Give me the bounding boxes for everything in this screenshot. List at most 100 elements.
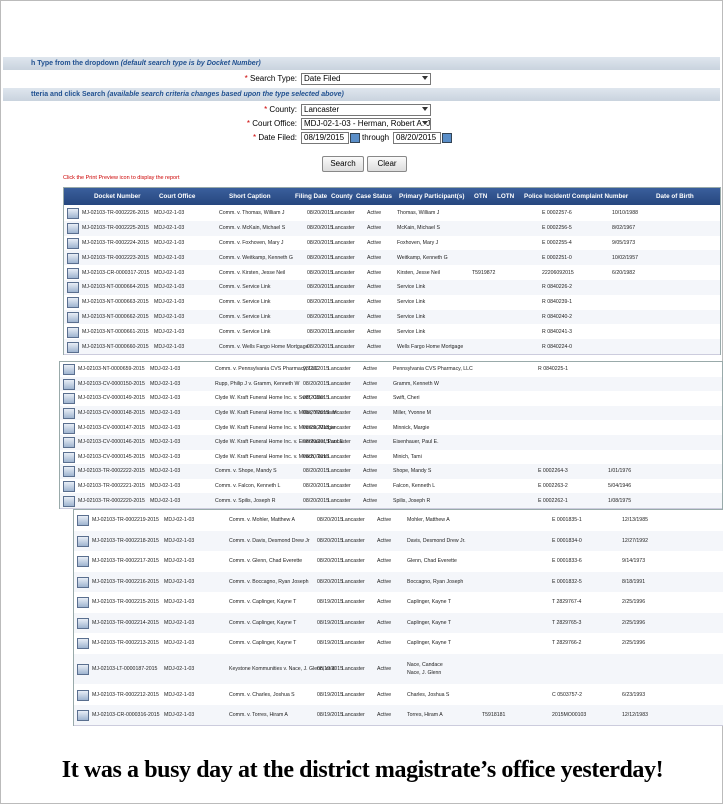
calendar-icon[interactable] — [350, 133, 360, 143]
date-from-input[interactable]: 08/19/2015 — [301, 132, 349, 144]
cell-status: Active — [377, 640, 392, 647]
county-select[interactable]: Lancaster — [301, 104, 431, 116]
print-preview-icon[interactable] — [77, 556, 89, 568]
cell-office: MDJ-02-1-03 — [164, 665, 195, 672]
cell-otn: T5918181 — [482, 712, 506, 718]
cell-participant: Miller, Yvonne M — [393, 410, 431, 417]
date-to-input[interactable]: 08/20/2015 — [393, 132, 441, 144]
print-preview-icon[interactable] — [63, 393, 75, 405]
print-preview-icon[interactable] — [67, 252, 79, 264]
field-label: * Search Type: — [177, 74, 297, 83]
cell-dob: 1/08/1975 — [608, 497, 632, 504]
section-band — [3, 57, 720, 70]
cell-complaint: 2015MO00103 — [552, 712, 587, 718]
cell-docket: MJ-02103-CV-0000147-2015 — [78, 424, 145, 431]
cell-date: 08/20/2015 — [307, 284, 333, 291]
cell-county: Lancaster — [328, 497, 351, 504]
cell-office: MDJ-02-1-03 — [154, 343, 185, 350]
print-preview-icon[interactable] — [67, 341, 79, 353]
search-type-select[interactable]: Date Filed — [301, 73, 431, 85]
cell-status: Active — [377, 517, 392, 524]
cell-county: Lancaster — [328, 410, 351, 417]
cell-caption: Comm. v. Service Link — [219, 328, 271, 335]
print-preview-icon[interactable] — [63, 364, 75, 376]
calendar-icon[interactable] — [442, 133, 452, 143]
print-preview-icon[interactable] — [63, 408, 75, 420]
cell-office: MDJ-02-1-03 — [154, 269, 185, 276]
table-row: MJ-02103-TR-0002224-2015 MDJ-02-1-03 Comm.… — [64, 235, 720, 252]
cell-complaint: C 0503757-2 — [552, 691, 582, 698]
print-preview-icon[interactable] — [63, 466, 75, 478]
table-row: MJ-02103-TR-0002223-2015 MDJ-02-1-03 Comm.… — [64, 250, 720, 267]
print-preview-icon[interactable] — [67, 267, 79, 279]
print-preview-icon[interactable] — [67, 208, 79, 220]
instruction-text: h Type from the dropdown — [31, 60, 119, 67]
cell-docket: MJ-02103-TR-0002212-2015 — [92, 691, 159, 698]
cell-date: 08/19/2015 — [317, 712, 343, 718]
cell-county: Lancaster — [332, 239, 355, 246]
print-preview-icon[interactable] — [67, 297, 79, 309]
cell-status: Active — [367, 225, 382, 232]
print-preview-icon[interactable] — [77, 576, 89, 588]
cell-docket: MJ-02103-TR-0002216-2015 — [92, 578, 159, 585]
cell-caption: Comm. v. Thomas, William J — [219, 210, 285, 217]
print-preview-icon[interactable] — [77, 597, 89, 609]
cell-date: 08/20/2015 — [303, 483, 329, 490]
column-header: Docket Number — [94, 193, 141, 200]
table-row: MJ-02103-NT-0000663-2015 MDJ-02-1-03 Comm.… — [64, 294, 720, 311]
cell-caption: Comm. v. Spilis, Joseph R — [215, 497, 276, 504]
column-header: County — [331, 193, 353, 200]
cell-date: 08/20/2015 — [307, 343, 333, 350]
cell-complaint: E 0002256-5 — [542, 225, 572, 232]
cell-status: Active — [367, 269, 382, 276]
cell-office: MDJ-02-1-03 — [164, 599, 195, 606]
print-preview-icon[interactable] — [67, 311, 79, 323]
print-preview-icon[interactable] — [63, 378, 75, 390]
print-preview-icon[interactable] — [63, 422, 75, 434]
cell-docket: MJ-02103-CV-0000145-2015 — [78, 453, 145, 460]
print-preview-icon[interactable] — [77, 638, 89, 650]
print-preview-icon[interactable] — [63, 437, 75, 449]
print-preview-icon[interactable] — [77, 535, 89, 547]
cell-county: Lancaster — [342, 640, 365, 647]
print-preview-icon[interactable] — [77, 515, 89, 527]
print-preview-icon[interactable] — [67, 223, 79, 235]
search-button[interactable]: Search — [322, 156, 364, 172]
cell-caption: Comm. v. Service Link — [219, 284, 271, 291]
print-preview-icon[interactable] — [67, 282, 79, 294]
instruction-text: tteria and click Search — [31, 91, 106, 98]
cell-participant: Eisenhauer, Paul E. — [393, 439, 439, 446]
cell-office: MDJ-02-1-03 — [150, 366, 181, 373]
print-preview-icon[interactable] — [67, 237, 79, 249]
print-preview-icon[interactable] — [63, 495, 75, 507]
cell-county: Lancaster — [332, 343, 355, 350]
cell-participant: Caplinger, Kayne T — [407, 640, 452, 647]
print-preview-icon[interactable] — [67, 326, 79, 338]
cell-caption: Comm. v. Caplinger, Kayne T — [229, 619, 297, 626]
print-preview-icon[interactable] — [63, 451, 75, 463]
cell-date: 08/19/2015 — [317, 619, 343, 626]
cell-status: Active — [367, 254, 382, 261]
print-preview-icon[interactable] — [77, 617, 89, 629]
cell-caption: Clyde W. Kraft Funeral Home Inc. v. Mill… — [215, 410, 337, 417]
cell-caption: Keystone Kommunities v. Nace, J. Glenn, … — [229, 665, 336, 672]
cell-date: 08/20/2015 — [303, 366, 329, 373]
cell-participant: Service Link — [397, 313, 426, 320]
cell-county: Lancaster — [342, 558, 365, 565]
cell-participant: Weitkamp, Kenneth G — [397, 254, 448, 261]
cell-dob: 12/27/1992 — [622, 537, 648, 544]
print-preview-icon[interactable] — [77, 663, 89, 675]
print-preview-icon[interactable] — [77, 710, 89, 721]
court-office-select[interactable]: MDJ-02-1-03 - Herman, Robert A. Jr — [301, 118, 431, 130]
column-header: Date of Birth — [656, 193, 694, 200]
cell-county: Lancaster — [342, 599, 365, 606]
cell-date: 08/20/2015 — [303, 439, 329, 446]
cell-complaint: E 0002251-0 — [542, 254, 572, 261]
clear-button[interactable]: Clear — [367, 156, 407, 172]
print-preview-icon[interactable] — [77, 689, 89, 701]
cell-complaint: R 0840225-1 — [538, 366, 568, 373]
cell-county: Lancaster — [332, 313, 355, 320]
cell-date: 08/20/2015 — [303, 424, 329, 431]
print-preview-icon[interactable] — [63, 481, 75, 493]
cell-county: Lancaster — [332, 225, 355, 232]
